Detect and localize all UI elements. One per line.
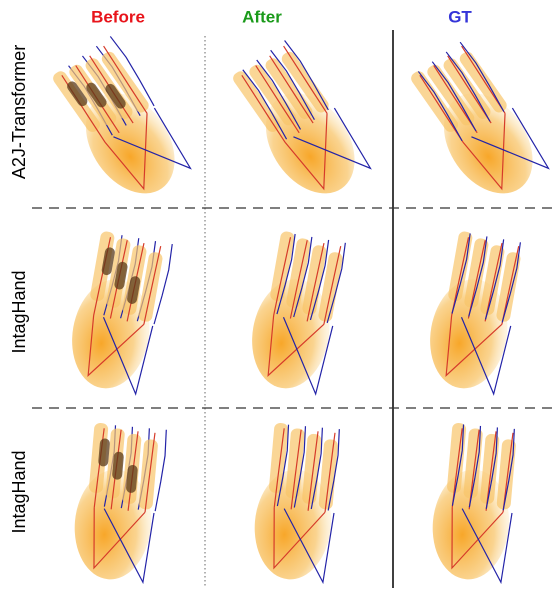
hand-render (42, 35, 200, 210)
row-label: A2J-Transformer (9, 45, 29, 179)
hand-render (250, 422, 341, 583)
hand-render (222, 38, 375, 210)
skeleton-blue (155, 429, 167, 511)
hand-render (400, 38, 553, 210)
row-label: IntagHand (9, 450, 29, 533)
column-header: After (242, 7, 282, 26)
column-header: Before (91, 7, 145, 26)
finger-surface (138, 439, 158, 510)
hand-render (70, 422, 167, 584)
hand-render (422, 229, 526, 395)
hand-render (428, 422, 519, 583)
hand-render (64, 229, 174, 396)
hand-renders (42, 35, 553, 583)
figure: Before After GT A2J-Transformer IntagHan… (0, 0, 558, 590)
hand-render (244, 229, 348, 395)
column-header: GT (448, 7, 472, 26)
row-label: IntagHand (9, 270, 29, 353)
